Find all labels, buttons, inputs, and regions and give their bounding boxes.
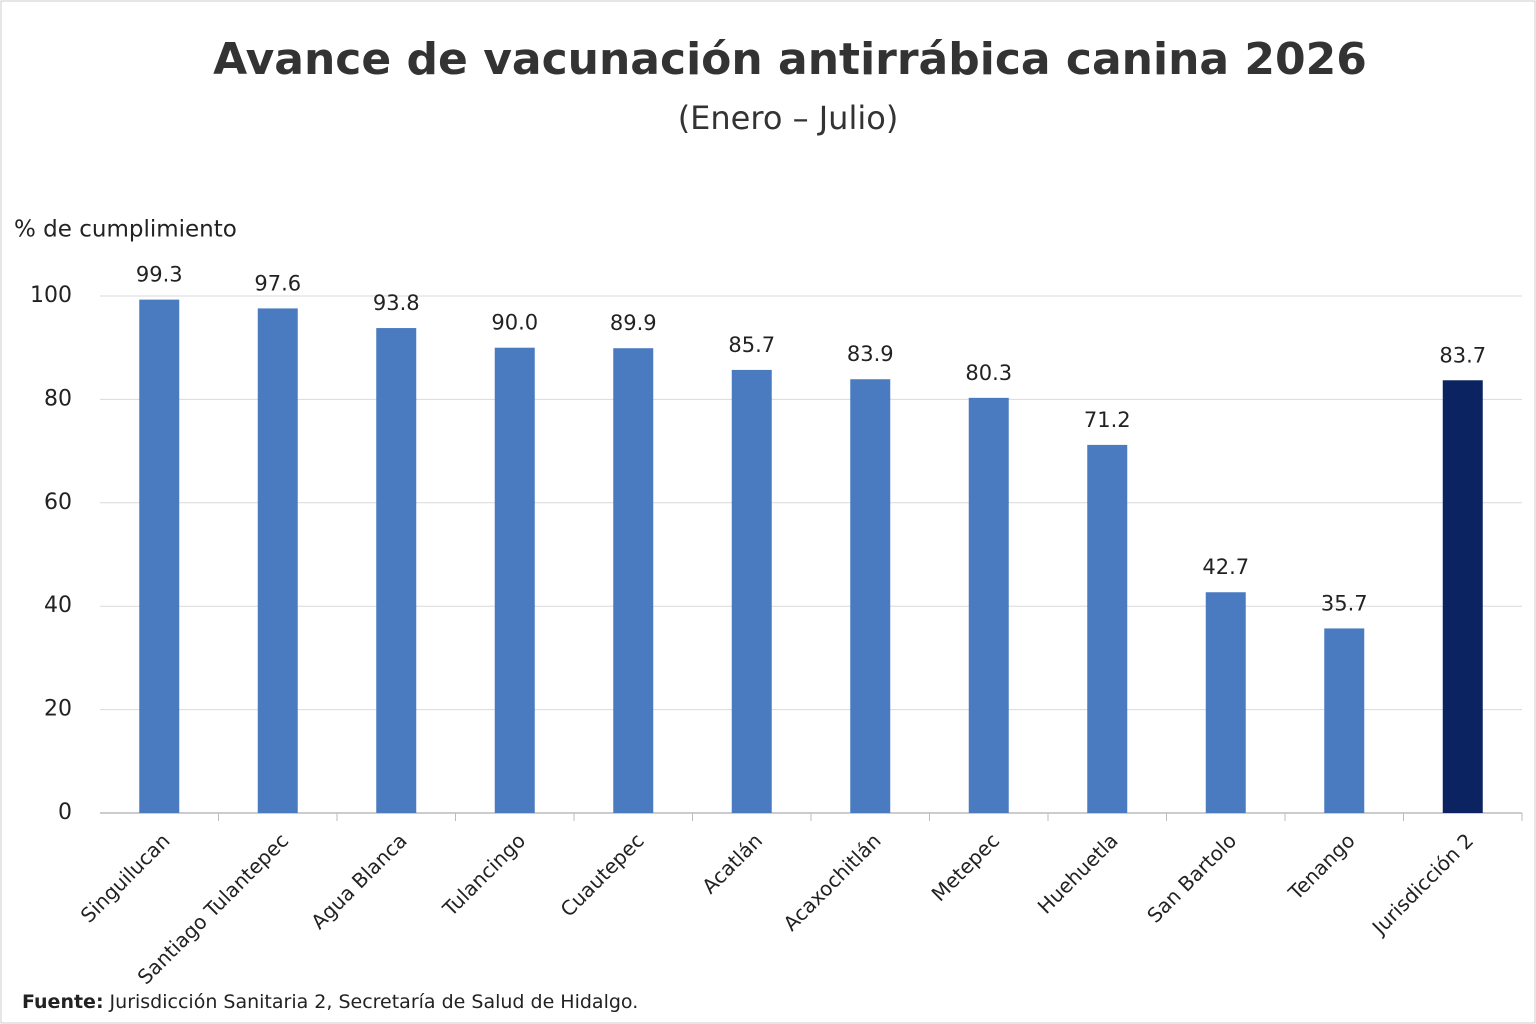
bar (1442, 380, 1483, 813)
value-label: 71.2 (1084, 408, 1131, 432)
source-label: Fuente: (22, 991, 104, 1013)
value-label: 83.9 (847, 342, 894, 366)
y-tick-label: 40 (44, 593, 72, 618)
value-label: 80.3 (965, 361, 1012, 385)
value-label: 97.6 (254, 271, 301, 295)
value-label: 42.7 (1202, 555, 1249, 579)
y-tick-label: 100 (30, 283, 72, 308)
bar (376, 328, 417, 813)
chart-title: Avance de vacunación antirrábica canina … (213, 34, 1367, 85)
bar (1205, 592, 1246, 813)
bar (1324, 628, 1365, 813)
bar (257, 308, 298, 813)
bar (731, 369, 772, 813)
value-label: 35.7 (1321, 591, 1368, 615)
source-text: Jurisdicción Sanitaria 2, Secretaría de … (109, 991, 639, 1013)
y-tick-label: 60 (44, 490, 72, 515)
bar (613, 348, 654, 813)
bar (850, 379, 891, 813)
value-label: 93.8 (373, 291, 420, 315)
value-label: 85.7 (728, 333, 775, 357)
value-label: 89.9 (610, 311, 657, 335)
bar (968, 397, 1009, 813)
value-label: 83.7 (1439, 343, 1486, 367)
chart-subtitle: (Enero – Julio) (678, 99, 899, 137)
y-tick-label: 0 (58, 800, 72, 825)
bar (139, 299, 180, 813)
value-label: 99.3 (136, 263, 183, 287)
y-axis-label: % de cumplimiento (14, 217, 237, 243)
bar (494, 347, 535, 813)
y-tick-label: 20 (44, 697, 72, 722)
bar (1087, 444, 1128, 813)
source: Fuente: Jurisdicción Sanitaria 2, Secreta… (22, 991, 638, 1013)
y-tick-label: 80 (44, 386, 72, 411)
value-label: 90.0 (491, 311, 538, 335)
